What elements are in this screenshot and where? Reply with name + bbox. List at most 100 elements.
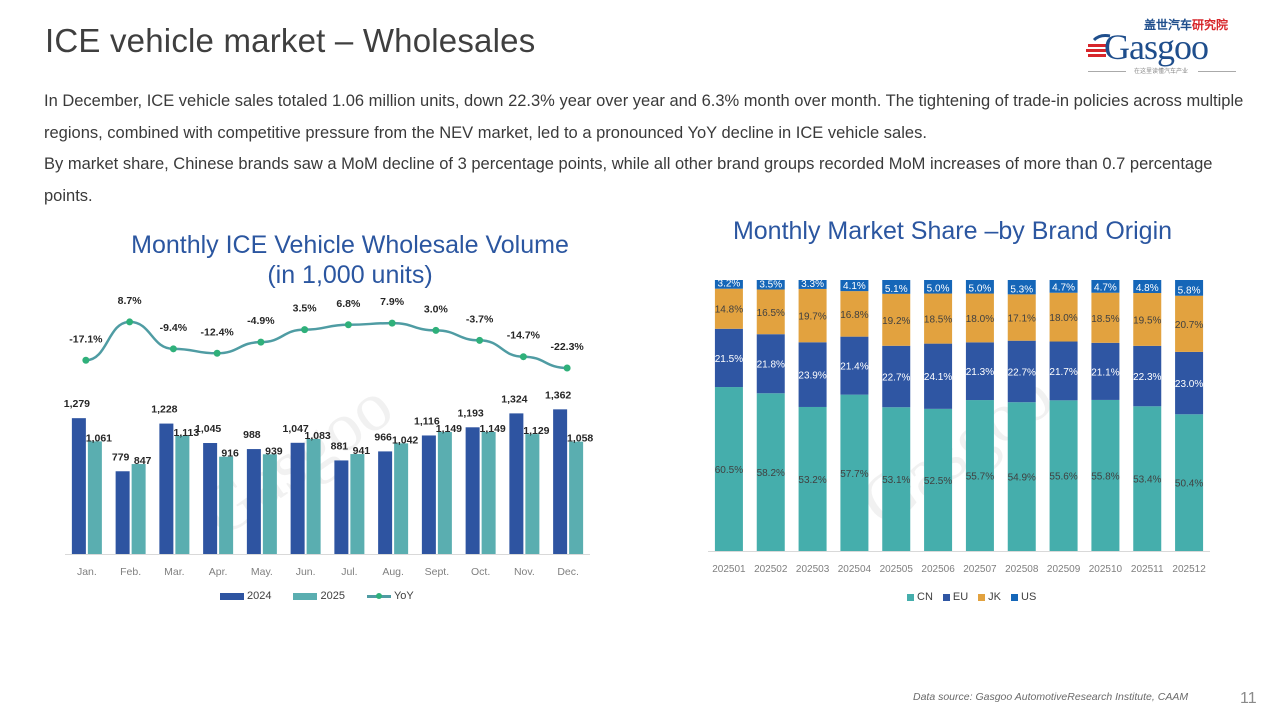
volume-chart-title: Monthly ICE Vehicle Wholesale Volume (in… (90, 230, 610, 290)
x-tick-label: 202512 (1172, 564, 1206, 575)
legend-item-2024: 2024 (220, 590, 271, 602)
legend-item-us: US (1011, 591, 1036, 603)
data-label-eu: 22.3% (1133, 372, 1161, 383)
bar-segment-eu (798, 342, 827, 407)
bar-segment-cn (965, 400, 994, 551)
data-label-us: 5.0% (927, 284, 950, 295)
bar-segment-jk (840, 291, 869, 337)
data-label-2024: 779 (112, 451, 130, 463)
data-label-eu: 21.7% (1049, 367, 1077, 378)
x-tick-label: 202511 (1131, 564, 1164, 575)
logo-divider-left (1088, 71, 1126, 72)
bar-segment-us (840, 280, 869, 292)
data-label-cn: 53.2% (798, 475, 826, 486)
bar-segment-cn (1007, 402, 1036, 551)
logo-stripes-icon (1086, 34, 1111, 57)
yoy-marker (301, 326, 309, 334)
yoy-marker (432, 326, 440, 334)
data-label-jk: 18.5% (1091, 314, 1119, 325)
data-label-jk: 19.7% (798, 312, 826, 323)
gasgoo-logo: 盖世汽车研究院 Gasgoo 在这里读懂汽车产业 (1086, 14, 1246, 80)
data-label-2024: 1,047 (282, 423, 308, 435)
bar-segment-us (882, 280, 911, 294)
bar-2024 (290, 442, 305, 554)
bar-2025 (219, 456, 234, 554)
page-title: ICE vehicle market – Wholesales (45, 22, 536, 59)
yoy-data-label: -3.7% (466, 313, 494, 325)
bar-2024 (465, 427, 480, 554)
data-label-us: 5.3% (1010, 284, 1033, 295)
data-label-2025: 939 (265, 445, 283, 457)
data-label-2024: 1,324 (501, 393, 527, 405)
bar-segment-cn (1175, 414, 1204, 551)
data-label-cn: 55.8% (1091, 471, 1119, 482)
bar-segment-jk (798, 288, 827, 343)
data-label-eu: 23.0% (1175, 379, 1203, 390)
bar-2025 (262, 454, 277, 554)
x-tick-label: Dec. (557, 566, 579, 578)
bar-segment-jk (924, 293, 953, 344)
bar-2025 (437, 431, 452, 554)
bar-segment-jk (1133, 293, 1162, 346)
bar-segment-us (714, 280, 743, 289)
legend-label-jk: JK (988, 591, 1002, 603)
data-label-2024: 881 (331, 440, 349, 452)
summary-text: In December, ICE vehicle sales totaled 1… (44, 86, 1244, 212)
x-tick-label: May. (251, 566, 273, 578)
data-label-us: 5.8% (1178, 286, 1201, 297)
yoy-marker (126, 318, 134, 326)
legend-item-eu: EU (942, 591, 968, 603)
legend-label-2024: 2024 (247, 590, 272, 602)
bar-2025 (175, 435, 190, 554)
summary-paragraph-2: By market share, Chinese brands saw a Mo… (44, 155, 1213, 205)
data-label-2025: 941 (353, 445, 371, 457)
bar-segment-us (924, 280, 953, 294)
logo-tagline: 在这里读懂汽车产业 (1133, 69, 1188, 75)
bar-segment-eu (965, 342, 994, 401)
share-chart-legend: CN EU JK US (907, 591, 1046, 603)
bar-2024 (509, 413, 524, 554)
yoy-marker (388, 319, 396, 327)
bar-segment-eu (1133, 345, 1162, 407)
data-label-2024: 988 (243, 429, 261, 441)
data-label-eu: 21.8% (757, 360, 785, 371)
bar-segment-us (1091, 280, 1120, 293)
yoy-line (85, 320, 568, 370)
bar-segment-jk (965, 293, 994, 343)
data-label-jk: 16.8% (840, 310, 868, 321)
logo-cn-blue: 盖世汽车 (1144, 18, 1193, 32)
x-tick-label: Jan. (77, 566, 97, 578)
data-label-us: 4.8% (1136, 283, 1159, 294)
x-tick-label: Feb. (120, 566, 141, 578)
data-label-us: 5.0% (969, 284, 992, 295)
share-chart-title: Monthly Market Share –by Brand Origin (732, 217, 1173, 245)
yoy-data-label: 8.7% (118, 295, 143, 307)
x-tick-label: Apr. (209, 566, 228, 578)
bar-2025 (394, 443, 409, 554)
bar-2025 (569, 441, 584, 554)
data-label-cn: 58.2% (757, 468, 785, 479)
bar-segment-cn (1133, 406, 1162, 551)
bar-segment-jk (1175, 295, 1204, 352)
yoy-data-label: -22.3% (550, 341, 584, 353)
yoy-data-label: 3.0% (424, 303, 449, 315)
data-label-jk: 18.0% (1049, 313, 1077, 324)
data-label-2025: 1,083 (304, 430, 330, 442)
data-label-us: 5.1% (885, 284, 908, 295)
x-tick-label: 202508 (1005, 564, 1039, 575)
data-label-2025: 847 (134, 455, 152, 467)
bar-segment-jk (1091, 292, 1120, 343)
legend-swatch-2025 (293, 592, 318, 600)
yoy-data-label: -9.4% (160, 322, 188, 334)
x-tick-label: Mar. (164, 566, 184, 578)
volume-chart-legend: 2024 2025 YoY (220, 590, 436, 602)
data-label-us: 3.2% (718, 279, 741, 290)
data-source-note: Data source: Gasgoo AutomotiveResearch I… (913, 691, 1189, 703)
data-label-jk: 16.5% (757, 308, 785, 319)
data-label-cn: 52.5% (924, 476, 952, 487)
bar-segment-eu (714, 328, 743, 388)
yoy-data-label: -12.4% (200, 326, 234, 338)
x-tick-label: 202504 (838, 564, 872, 575)
data-label-2024: 1,193 (457, 407, 483, 419)
yoy-marker (257, 338, 265, 346)
